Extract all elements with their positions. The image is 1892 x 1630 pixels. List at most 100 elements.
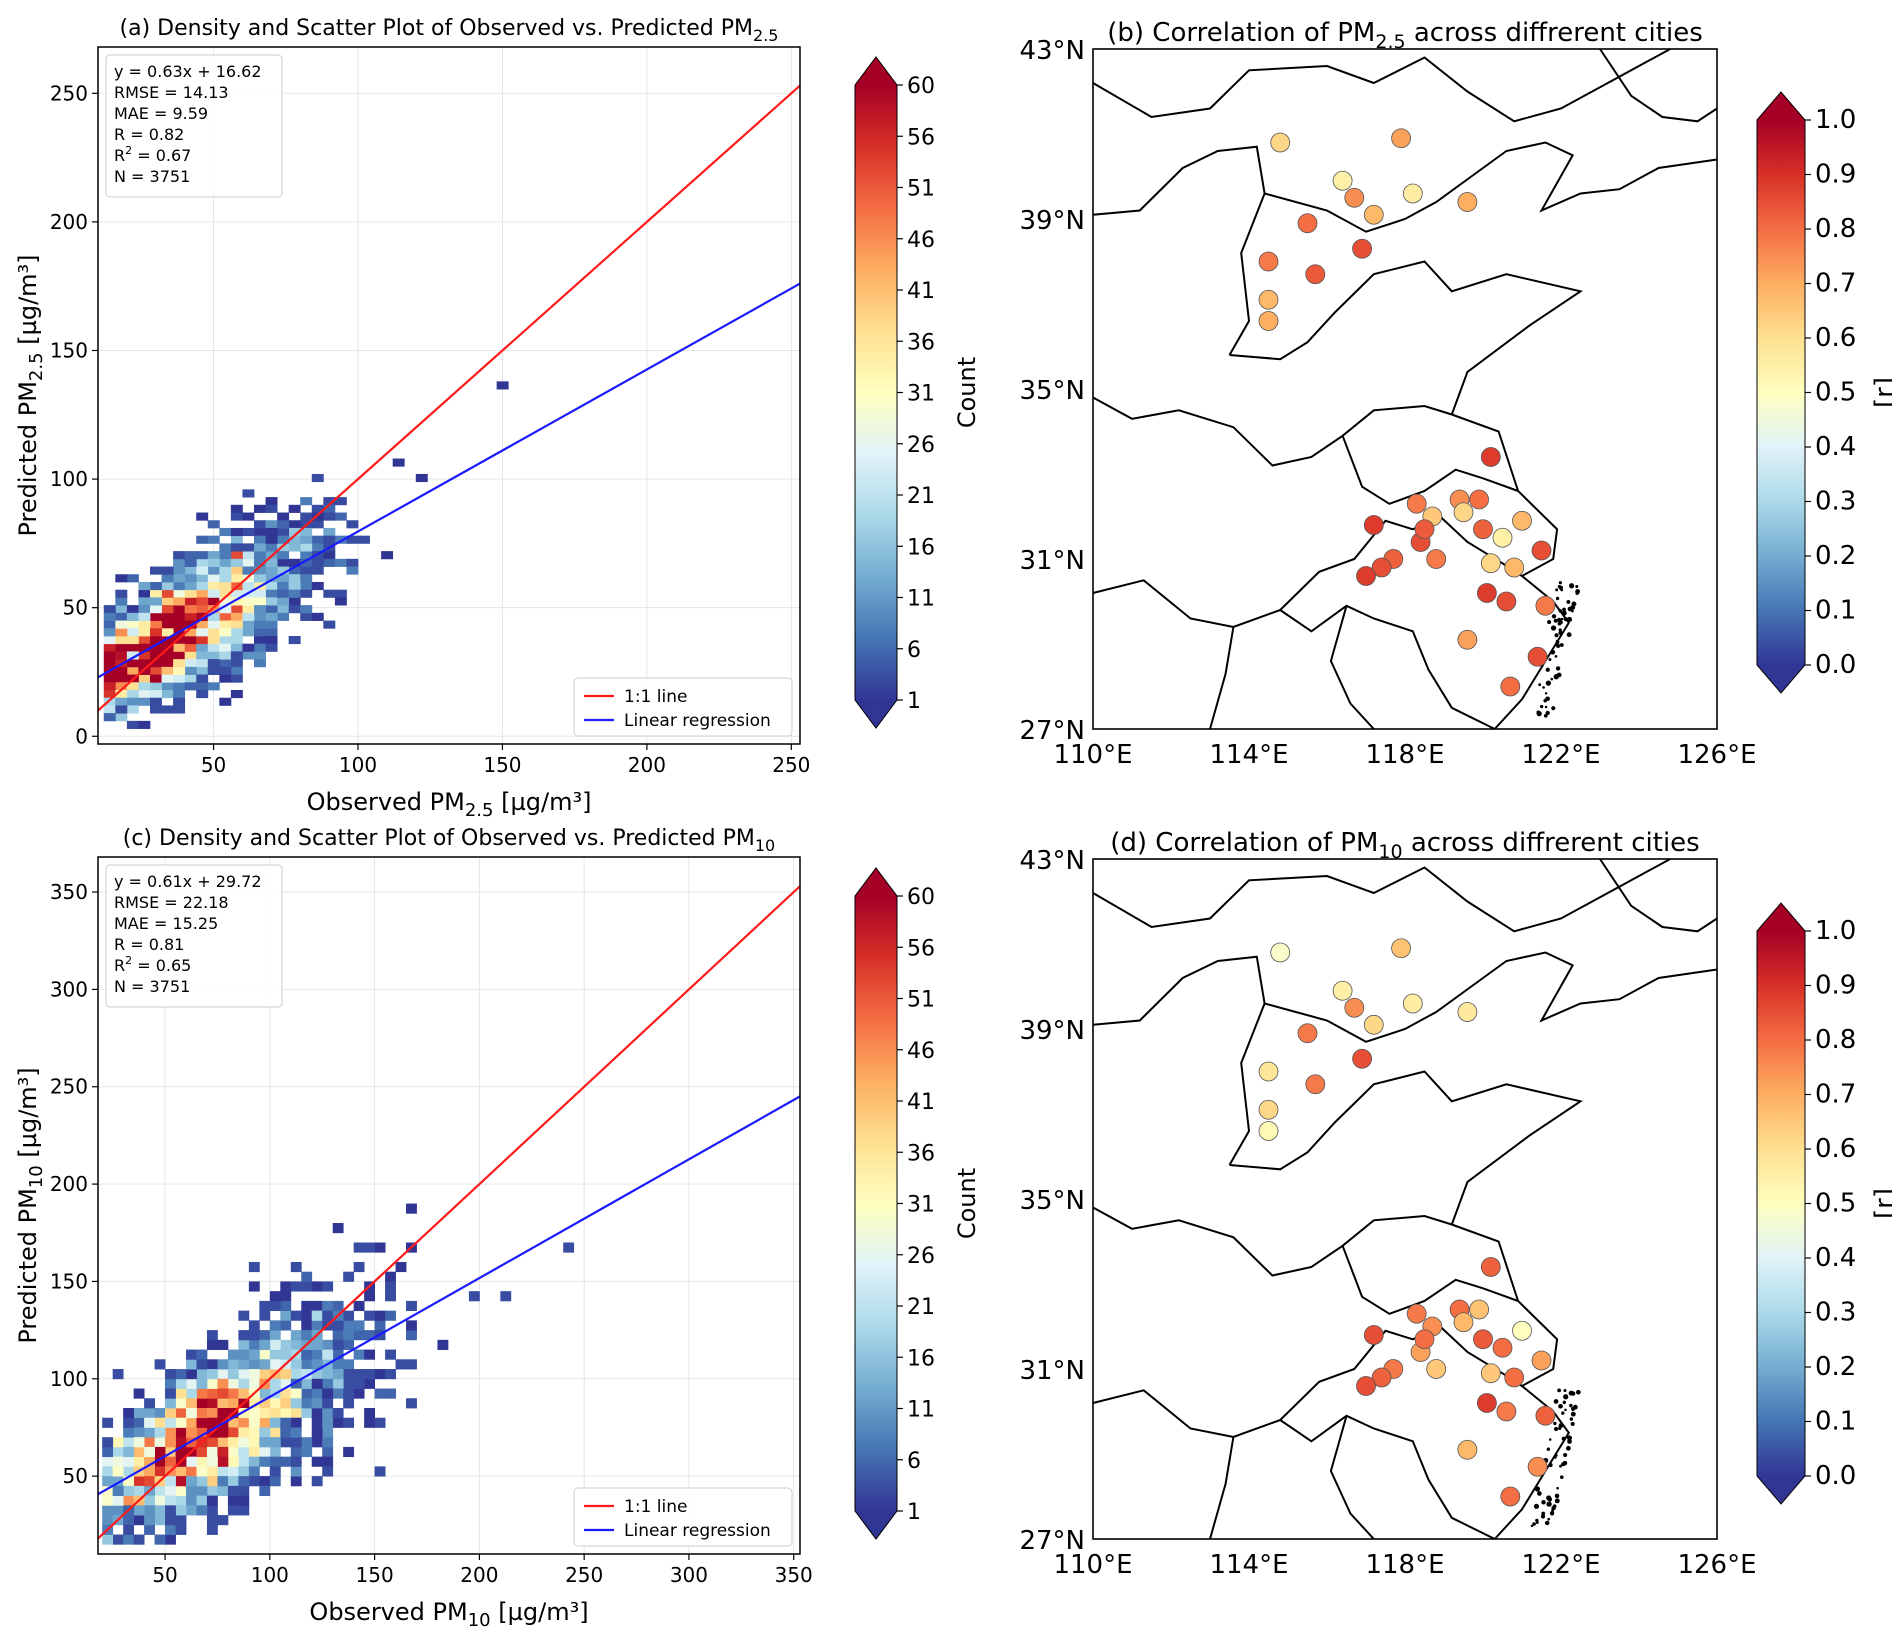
density-bin [277, 597, 290, 606]
colorbar-tick-label: 56 [907, 125, 935, 150]
density-bin [311, 504, 324, 513]
stats-line-superscript: 2 [125, 144, 132, 157]
density-bin [161, 620, 174, 629]
density-bin [150, 689, 162, 699]
island-dot [1570, 609, 1574, 613]
density-bin [300, 605, 313, 614]
density-bin [254, 527, 266, 537]
density-bin [175, 1398, 187, 1409]
density-bin [259, 1417, 271, 1428]
y-tick-label: 50 [63, 596, 88, 620]
density-bin [175, 1388, 187, 1399]
density-bin [311, 1456, 323, 1467]
density-bin [123, 1437, 135, 1448]
density-bin [406, 1398, 417, 1409]
density-bin [242, 566, 255, 575]
density-bin [301, 1359, 313, 1370]
density-bin [265, 520, 278, 529]
island-dot [1554, 1493, 1560, 1499]
island-dot [1543, 713, 1548, 718]
density-bin [184, 612, 197, 621]
density-bin [259, 1456, 271, 1467]
density-bin [406, 1330, 417, 1341]
boundary-line [1209, 626, 1235, 730]
density-bin [207, 581, 220, 591]
colorbar-tick-label: 26 [907, 433, 935, 458]
density-bin [112, 1466, 124, 1477]
density-bin [364, 1310, 376, 1321]
density-bin [364, 1291, 376, 1302]
density-bin [196, 1456, 208, 1467]
density-bin [254, 574, 266, 583]
density-bin [219, 581, 232, 591]
density-bin [173, 566, 186, 575]
island-dot [1569, 1403, 1573, 1408]
density-bin [144, 1505, 155, 1516]
island-dot [1551, 706, 1556, 711]
boundary-line [1092, 48, 1671, 123]
boundary-line [1599, 858, 1718, 933]
density-bin [242, 651, 255, 660]
island-dot [1536, 710, 1540, 715]
density-bin [254, 651, 266, 660]
density-bin [230, 674, 243, 683]
density-bin [150, 643, 162, 652]
density-bin [269, 1359, 281, 1370]
density-bin [288, 597, 301, 606]
density-bin [184, 635, 197, 645]
density-bin [207, 551, 220, 560]
density-bin [392, 458, 405, 467]
density-bin [254, 535, 266, 544]
colorbar-tick-label: 16 [907, 1346, 935, 1371]
island-dot [1569, 1417, 1574, 1421]
density-bin [290, 1476, 302, 1487]
city-point [1469, 489, 1489, 510]
island-dot [1556, 643, 1561, 648]
density-bin [196, 674, 209, 683]
density-bin [288, 589, 301, 598]
density-bin [126, 628, 139, 637]
density-bin [217, 1427, 229, 1438]
colorbar-tick-label: 0.2 [1815, 1352, 1856, 1382]
island-dot [1555, 1454, 1558, 1457]
density-bin [154, 1515, 166, 1526]
y-axis-label: Predicted PM2.5 [µg/m³] [14, 254, 47, 536]
density-bin [280, 1320, 292, 1331]
density-bin [238, 1378, 250, 1389]
density-bin [259, 1446, 271, 1458]
density-bin [230, 566, 243, 575]
density-bin [265, 566, 278, 575]
island-dot [1530, 1524, 1534, 1528]
density-bin [138, 666, 151, 675]
density-bin [265, 643, 278, 652]
density-bin [173, 635, 186, 645]
y-tick-label: 50 [63, 1464, 88, 1488]
stats-line: y = 0.63x + 16.62 [114, 62, 262, 81]
density-bin [311, 1417, 323, 1428]
density-bin [277, 574, 290, 583]
density-bin [323, 589, 336, 598]
density-bin [343, 1388, 355, 1399]
density-bin [290, 1369, 302, 1380]
density-bin [173, 574, 186, 583]
density-bin [385, 1310, 396, 1321]
density-bin [288, 635, 301, 645]
density-bin [242, 512, 255, 521]
latitude-label: 31°N [1019, 1356, 1085, 1386]
density-bin [150, 628, 162, 637]
density-bin [219, 697, 232, 706]
density-bin [102, 1534, 114, 1545]
density-bin [161, 574, 174, 583]
density-bin [150, 651, 162, 660]
density-bin [269, 1456, 281, 1467]
colorbar-tick-label: 0.6 [1815, 1134, 1856, 1164]
density-bin [115, 635, 128, 645]
density-bin [238, 1485, 250, 1496]
density-bin [254, 628, 266, 637]
density-bin [217, 1466, 229, 1477]
density-bin [227, 1505, 239, 1516]
density-bin [175, 1466, 187, 1477]
density-bin [322, 1417, 334, 1428]
density-bin [219, 551, 232, 560]
density-bin [154, 1456, 166, 1467]
